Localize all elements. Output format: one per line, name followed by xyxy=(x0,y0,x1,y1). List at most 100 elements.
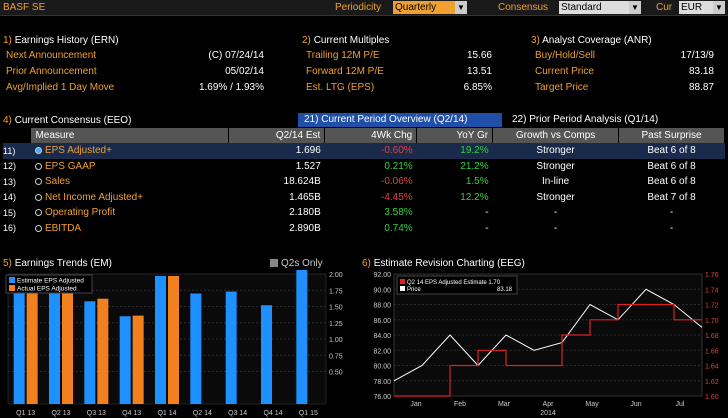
col-header[interactable]: Past Surprise xyxy=(618,128,725,143)
estimate-revision-title[interactable]: 6) Estimate Revision Charting (EEG) xyxy=(362,258,525,269)
x-tick-label: Mar xyxy=(498,401,511,408)
periodicity-select[interactable]: Quarterly ▼ xyxy=(393,1,467,14)
checkbox-icon xyxy=(270,259,278,267)
table-row[interactable]: 16) EBITDA 2.890B 0.74% - - - xyxy=(3,221,725,237)
y-tick-label-price: 76.00 xyxy=(373,394,391,401)
table-row[interactable]: 15) Operating Profit 2.180B 3.58% - - - xyxy=(3,205,725,221)
x-tick-label: Q3 13 xyxy=(87,410,106,417)
multiples-row: Trailing 12M P/E 15.66 xyxy=(306,50,492,62)
y-tick-label: 1.75 xyxy=(329,288,343,295)
kv-value: 15.66 xyxy=(466,50,492,61)
kv-value: 6.85% xyxy=(463,82,492,93)
radio-icon[interactable] xyxy=(34,178,42,186)
legend-swatch-estimate xyxy=(400,279,405,284)
analyst-coverage-title[interactable]: 3) Analyst Coverage (ANR) xyxy=(531,35,652,46)
earnings-trends-title[interactable]: 5) Earnings Trends (EM) xyxy=(3,258,112,269)
col-header[interactable]: Growth vs Comps xyxy=(492,128,620,143)
col-header[interactable]: 4Wk Chg xyxy=(324,128,418,143)
y-tick-label-estimate: 1.76 xyxy=(705,272,719,279)
actual-bar xyxy=(97,298,109,404)
tab-current-period[interactable]: 21) Current Period Overview (Q2/14) xyxy=(298,113,502,127)
y-tick-label-price: 86.00 xyxy=(373,318,391,325)
measure-cell: EPS GAAP xyxy=(31,159,229,175)
estimate-bar xyxy=(296,270,308,404)
actual-bar xyxy=(62,290,73,404)
estimate-bar xyxy=(84,301,96,404)
chevron-down-icon: ▼ xyxy=(713,1,725,14)
estimate-bar xyxy=(190,293,202,404)
q2s-only-checkbox[interactable]: Q2s Only xyxy=(270,258,323,269)
consensus-select[interactable]: Standard ▼ xyxy=(559,1,641,14)
x-tick-label: Jul xyxy=(676,401,685,408)
y-tick-label-price: 78.00 xyxy=(373,379,391,386)
col-header[interactable]: Measure xyxy=(30,128,230,143)
growth-comp-cell: Stronger xyxy=(492,143,619,159)
y-tick-label-estimate: 1.70 xyxy=(705,318,719,325)
estimate-line xyxy=(394,303,702,397)
kv-key: Target Price xyxy=(535,82,589,93)
col-header[interactable]: YoY Gr xyxy=(416,128,494,143)
section-title-text: Current Consensus (EEO) xyxy=(14,115,132,126)
section-number: 2) xyxy=(302,35,311,46)
growth-comp-cell: - xyxy=(553,222,558,234)
periodicity-value: Quarterly xyxy=(395,2,437,13)
y-tick-label: 2.00 xyxy=(329,272,343,279)
surprise-cell: - xyxy=(669,207,674,219)
growth-comp-cell: Stronger xyxy=(536,191,575,203)
kv-value: (C) 07/24/14 xyxy=(208,50,264,61)
table-row[interactable]: 13) Sales 18.624B -0.06% 1.5% In-line Beat 6 o… xyxy=(3,174,725,190)
change-cell: 3.58% xyxy=(384,207,413,219)
consensus-value: Standard xyxy=(561,2,602,13)
estimate-cell: 1.527 xyxy=(295,160,321,172)
x-tick-label: Q1 14 xyxy=(157,410,176,417)
section-title-text: Earnings Trends (EM) xyxy=(14,258,112,269)
y-tick-label-price: 82.00 xyxy=(373,348,391,355)
y-tick-label-price: 88.00 xyxy=(373,303,391,310)
x-tick-label: Q2 13 xyxy=(51,410,70,417)
earnings-trends-chart: 0.50 0.75 1.00 1.25 1.50 1.75 2.00 Q1 13 Q2 13 Q3… xyxy=(2,270,354,418)
multiples-row: Est. LTG (EPS) 6.85% xyxy=(306,82,492,94)
estimate-cell: 1.465B xyxy=(289,191,321,203)
col-header[interactable]: Q2/14 Est xyxy=(228,128,326,143)
tab-prior-period[interactable]: 22) Prior Period Analysis (Q1/14) xyxy=(512,114,659,125)
change-cell: 0.74% xyxy=(384,222,413,234)
security-ticker[interactable]: BASF SE xyxy=(3,2,46,13)
yoy-cell: - xyxy=(485,222,489,234)
x-tick-label: Q2 14 xyxy=(193,410,212,417)
row-number: 13) xyxy=(3,176,17,187)
kv-key: Avg/Implied 1 Day Move xyxy=(6,82,115,93)
table-row[interactable]: 14) Net Income Adjusted+ 1.465B -4.45% 12.2%… xyxy=(3,190,725,206)
radio-icon[interactable] xyxy=(34,193,42,201)
section-number: 5) xyxy=(3,258,12,269)
kv-value: 17/13/9 xyxy=(680,50,714,61)
y-tick-label-price: 90.00 xyxy=(373,287,391,294)
history-row: Avg/Implied 1 Day Move 1.69% / 1.93% xyxy=(6,82,264,94)
radio-icon[interactable] xyxy=(34,224,42,232)
row-number: 15) xyxy=(3,207,17,218)
consensus-tabs: 21) Current Period Overview (Q2/14) 22) … xyxy=(0,113,728,127)
radio-icon[interactable] xyxy=(34,209,42,217)
y-tick-label-estimate: 1.64 xyxy=(705,364,719,371)
radio-icon[interactable] xyxy=(34,147,42,155)
legend-label-estimate: Q2 14 EPS Adjusted Estimate 1.70 xyxy=(407,280,501,286)
kv-key: Current Price xyxy=(535,66,594,77)
current-consensus-title[interactable]: 4) Current Consensus (EEO) xyxy=(3,115,131,126)
x-tick-label: Jan xyxy=(410,401,421,408)
earnings-history-title[interactable]: 1) Earnings History (ERN) xyxy=(3,35,119,46)
table-row[interactable]: 11) EPS Adjusted+ 1.696 -0.60% 19.2% Stronger… xyxy=(3,143,725,159)
price-line xyxy=(393,288,703,382)
coverage-row: Target Price 88.87 xyxy=(535,82,714,94)
y-tick-label-price: 84.00 xyxy=(373,333,391,340)
measure-cell: Sales xyxy=(31,174,229,190)
table-row[interactable]: 12) EPS GAAP 1.527 0.21% 21.2% Stronger Beat 6… xyxy=(3,159,725,175)
x-tick-label: Q3 14 xyxy=(228,410,247,417)
currency-select[interactable]: EUR ▼ xyxy=(679,1,725,14)
radio-icon[interactable] xyxy=(34,162,42,170)
section-number: 1) xyxy=(3,35,12,46)
top-toolbar: BASF SE Periodicity Quarterly ▼ Consensu… xyxy=(0,0,728,16)
x-tick-label: Q4 13 xyxy=(122,410,141,417)
kv-key: Trailing 12M P/E xyxy=(306,50,380,61)
x-year-label: 2014 xyxy=(540,410,556,417)
kv-key: Est. LTG (EPS) xyxy=(306,82,375,93)
current-multiples-title: 2) Current Multiples xyxy=(302,35,389,46)
